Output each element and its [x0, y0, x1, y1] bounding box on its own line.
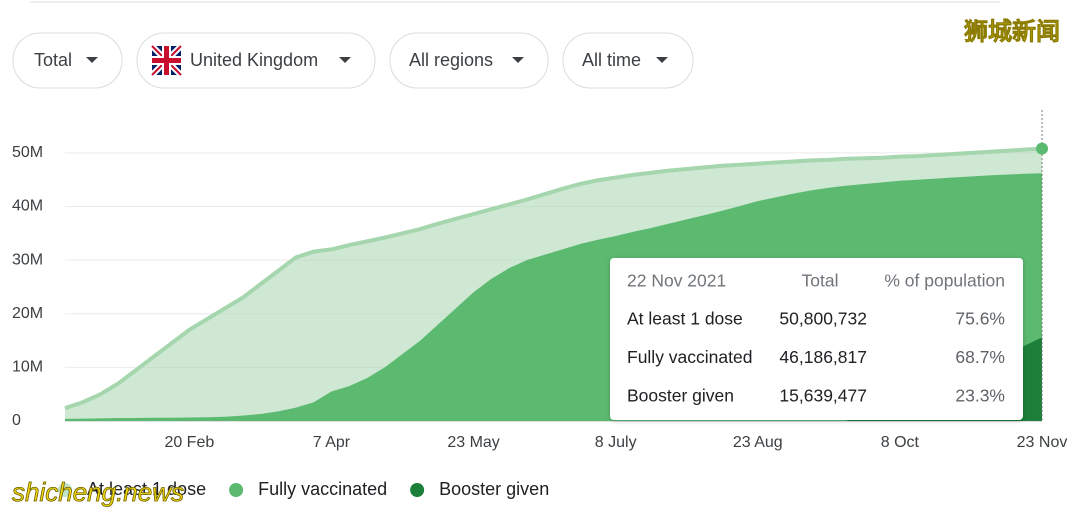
tooltip-content: 22 Nov 2021 Total % of population At lea…	[627, 271, 1005, 406]
dropdown-label[interactable]: Total	[34, 50, 72, 70]
tooltip-total: 50,800,732	[779, 309, 867, 329]
y-tick-label: 20M	[12, 305, 43, 322]
legend: At least 1 dose Fully vaccinated Booster g…	[58, 479, 549, 499]
y-tick-label: 0	[12, 412, 21, 429]
tooltip-column: % of population	[884, 271, 1005, 291]
x-tick-label: 23 Nov	[1017, 434, 1068, 451]
legend-label: Booster given	[439, 479, 549, 499]
x-tick-label: 8 July	[595, 434, 637, 451]
dropdown-box[interactable]	[12, 32, 123, 89]
tooltip	[610, 258, 1023, 420]
uk-flag	[149, 43, 184, 78]
legend-marker	[410, 483, 425, 497]
dropdown-arrow[interactable]	[512, 57, 524, 63]
tooltip-total: 15,639,477	[779, 386, 867, 406]
y-tick-label: 30M	[12, 251, 43, 268]
watermark: 狮城新闻	[964, 17, 1060, 45]
tooltip-row-label: Fully vaccinated	[627, 347, 752, 367]
tooltip-row-label: At least 1 dose	[627, 309, 743, 329]
y-tick-label: 10M	[12, 359, 43, 376]
dropdown-box[interactable]	[136, 32, 376, 89]
dropdown-arrow[interactable]	[656, 57, 668, 63]
tooltip-percent: 23.3%	[955, 386, 1005, 406]
legend-marker	[229, 483, 244, 497]
dropdown[interactable]: All regions	[389, 32, 549, 89]
legend-marker	[58, 483, 72, 497]
dropdown-box[interactable]	[389, 32, 549, 89]
legend-label: Fully vaccinated	[258, 479, 387, 499]
dropdown[interactable]: Total	[12, 32, 123, 89]
tooltip-total: 46,186,817	[779, 347, 867, 367]
dropdown-box[interactable]	[562, 32, 694, 89]
dropdown[interactable]: All time	[562, 32, 694, 89]
x-tick-label: 23 Aug	[733, 434, 783, 451]
hover-point	[1036, 142, 1048, 155]
dropdown-label[interactable]: United Kingdom	[190, 50, 318, 70]
x-tick-label: 20 Feb	[164, 434, 214, 451]
tooltip-percent: 75.6%	[955, 309, 1005, 329]
dropdown-label[interactable]: All regions	[409, 50, 493, 70]
y-tick-label: 50M	[12, 144, 43, 161]
legend-label: At least 1 dose	[87, 479, 206, 499]
series-line	[64, 146, 1043, 411]
x-tick-label: 23 May	[447, 434, 499, 451]
y-tick-label: 40M	[12, 198, 43, 215]
x-tick-label: 7 Apr	[313, 434, 351, 451]
x-tick-label: 8 Oct	[881, 434, 920, 451]
tooltip-date: 22 Nov 2021	[627, 271, 726, 291]
dropdown-label[interactable]: All time	[582, 50, 641, 70]
dropdown[interactable]: United Kingdom	[136, 32, 376, 89]
watermark: shicheng.news	[12, 477, 184, 507]
tooltip-box	[610, 258, 1023, 420]
tooltip-row-label: Booster given	[627, 386, 734, 406]
tooltip-percent: 68.7%	[955, 347, 1005, 367]
dropdown-arrow[interactable]	[339, 57, 351, 63]
tooltip-column: Total	[802, 271, 839, 291]
dropdown-arrow[interactable]	[86, 57, 98, 63]
